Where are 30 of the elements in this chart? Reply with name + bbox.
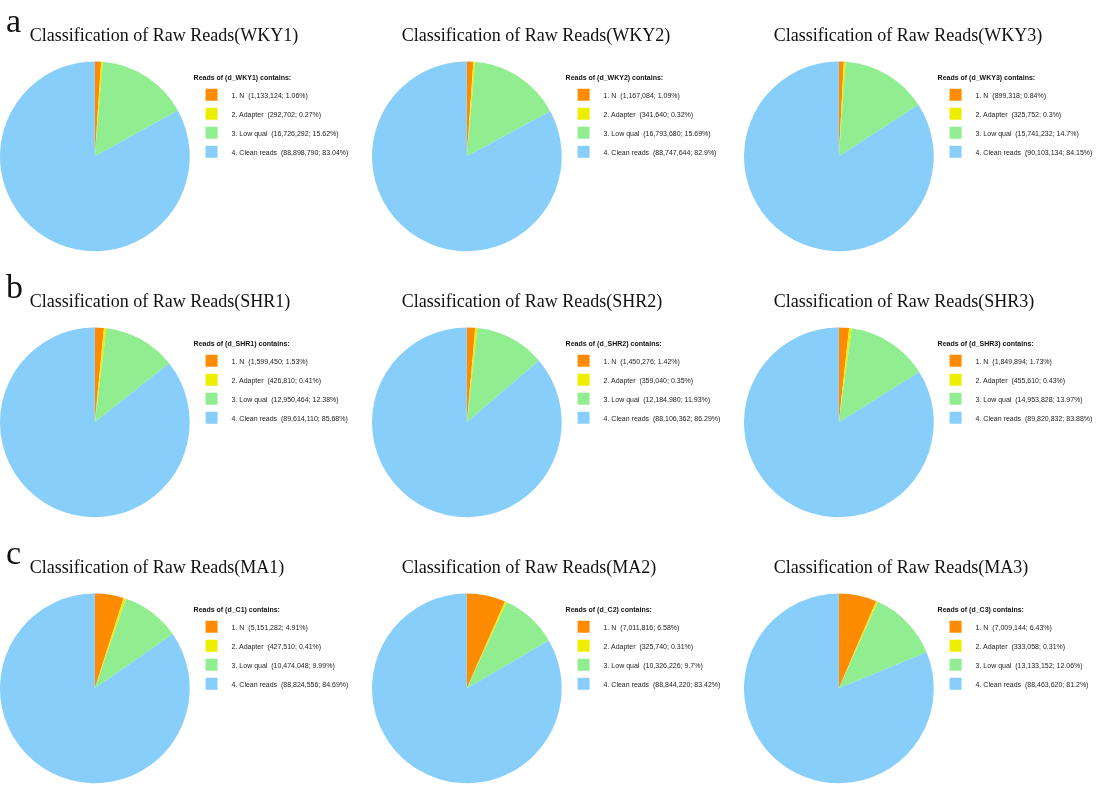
pie-slice <box>744 327 934 518</box>
pie-slice <box>466 61 551 157</box>
text: a <box>6 2 22 39</box>
pie-slice <box>838 61 919 157</box>
pie-slice <box>838 601 927 689</box>
chart-title: Classification of Raw Reads(SHR1) <box>29 290 291 312</box>
text: c <box>6 534 22 571</box>
pie-slice <box>94 598 173 689</box>
pie-slice <box>372 61 562 252</box>
pie-slice <box>0 593 190 784</box>
chart-title: Classification of Raw Reads(MA2) <box>401 556 657 578</box>
chart-title: Classification of Raw Reads(WKY3) <box>773 24 1043 46</box>
pie-slice <box>744 593 934 784</box>
pie-slice <box>838 328 920 423</box>
pie-slice <box>744 61 934 252</box>
pie-slice <box>0 61 190 252</box>
pie-slice <box>466 602 549 689</box>
pie-slice <box>466 328 539 423</box>
chart-title: Classification of Raw Reads(WKY1) <box>29 24 299 46</box>
chart-title: Classification of Raw Reads(SHR2) <box>401 290 663 312</box>
pie-slice <box>94 61 178 157</box>
pie-slice <box>372 593 562 784</box>
pie-slice <box>372 327 562 518</box>
chart-title: Classification of Raw Reads(MA1) <box>29 556 285 578</box>
text: b <box>6 268 23 305</box>
chart-title: Classification of Raw Reads(SHR3) <box>773 290 1035 312</box>
pie-slice <box>94 328 170 423</box>
pie-slice <box>0 327 190 518</box>
chart-title: Classification of Raw Reads(MA3) <box>773 556 1029 578</box>
chart-title: Classification of Raw Reads(WKY2) <box>401 24 671 46</box>
